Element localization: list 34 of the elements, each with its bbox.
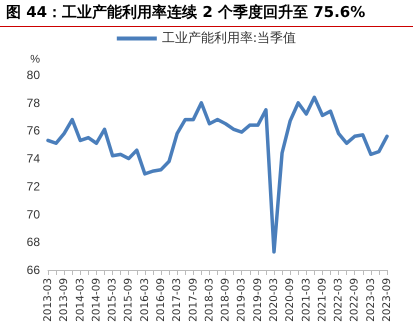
y-tick-label: 66: [26, 263, 40, 277]
x-tick-label: 2023-03: [364, 278, 377, 322]
x-tick-label: 2022-09: [348, 278, 361, 322]
legend-label: 工业产能利用率:当季值: [162, 30, 296, 46]
x-tick-label: 2016-09: [155, 278, 167, 322]
y-tick-label: 80: [26, 68, 40, 82]
y-tick-label: 72: [26, 179, 40, 194]
x-tick-label: 2019-03: [236, 278, 248, 322]
x-tick-label: 2019-09: [252, 278, 264, 322]
x-tick-label: 2023-09: [381, 278, 393, 322]
x-tick-label: 2013-09: [58, 278, 70, 322]
y-tick-label: 68: [26, 235, 40, 250]
chart-title: 图 44：工业产能利用率连续 2 个季度回升至 75.6%: [0, 0, 413, 27]
y-tick-label: 70: [26, 207, 40, 222]
x-tick-label: 2020-03: [268, 278, 280, 322]
x-tick-label: 2022-03: [332, 278, 345, 322]
y-tick-label: 74: [26, 152, 40, 166]
x-tick-label: 2014-03: [74, 278, 86, 322]
x-tick-label: 2017-09: [187, 278, 200, 322]
y-axis-title: %: [30, 54, 40, 66]
x-tick-label: 2021-09: [316, 278, 328, 322]
x-tick-label: 2018-03: [203, 278, 216, 322]
x-tick-label: 2016-03: [138, 278, 151, 322]
y-tick-label: 76: [26, 124, 40, 138]
x-tick-label: 2018-09: [220, 278, 232, 322]
x-tick-label: 2020-09: [284, 278, 296, 322]
y-tick-label: 78: [26, 96, 40, 110]
x-tick-label: 2015-03: [106, 278, 119, 322]
x-tick-label: 2013-03: [42, 278, 54, 322]
x-tick-label: 2017-03: [171, 278, 184, 322]
line-series: [46, 96, 389, 254]
x-tick-label: 2021-03: [300, 278, 312, 322]
x-tick-label: 2015-09: [122, 278, 135, 322]
x-tick-label: 2014-09: [90, 278, 102, 322]
